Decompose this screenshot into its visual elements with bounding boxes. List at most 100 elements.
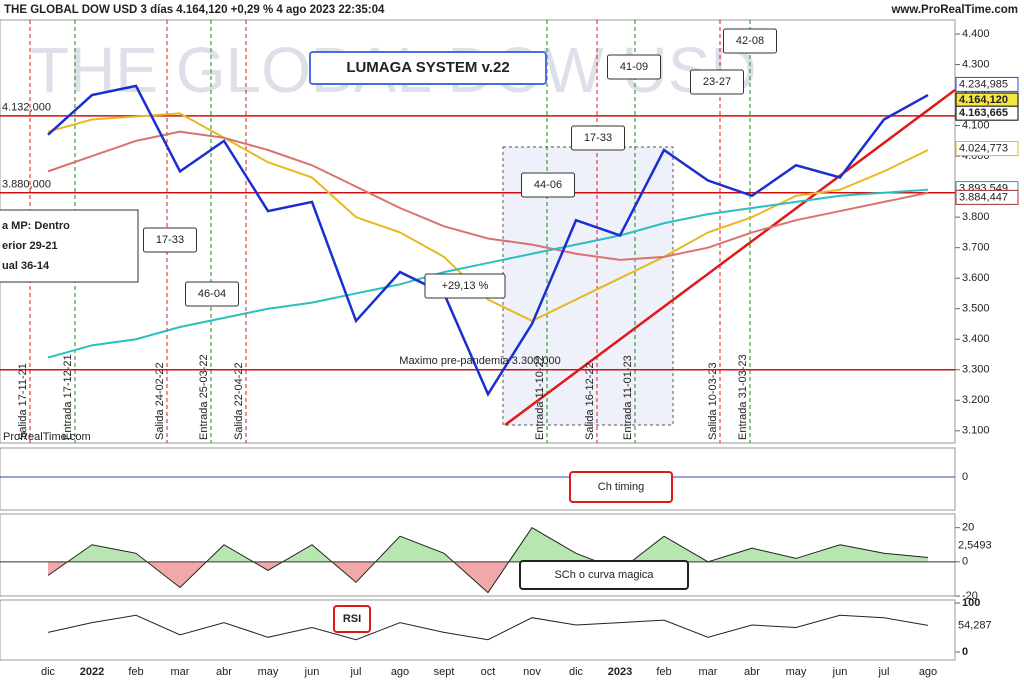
signal-label: Entrada 17-12-21 xyxy=(62,354,74,440)
x-tick-label: feb xyxy=(656,666,671,678)
sch-panel xyxy=(0,513,956,597)
price-label: 4.164,120 xyxy=(959,94,1008,106)
level-label: 3.880,000 xyxy=(2,179,51,191)
y-tick-label: 3.600 xyxy=(962,272,990,284)
annotation-box xyxy=(521,172,575,198)
last-value: 54,287 xyxy=(958,619,992,631)
x-tick-label: jun xyxy=(832,666,848,678)
x-tick-label: ago xyxy=(391,666,409,678)
x-tick-label: nov xyxy=(523,666,541,678)
info-line: a MP: Dentro xyxy=(2,220,70,232)
y-tick-label: 4.100 xyxy=(962,120,990,132)
annotation: 17-33 xyxy=(584,132,612,144)
annotation: 42-08 xyxy=(736,35,764,47)
x-tick-label: oct xyxy=(481,666,496,678)
signal-label: Salida 17-11-21 xyxy=(17,363,29,440)
price-label-box xyxy=(955,105,1019,121)
annotation-box xyxy=(690,69,744,95)
y-tick-label: 3.500 xyxy=(962,303,990,315)
x-tick-label: ago xyxy=(919,666,937,678)
y-tick-label: 0 xyxy=(962,646,968,658)
rsi-panel xyxy=(0,599,956,661)
signal-label: Salida 10-03-23 xyxy=(707,362,719,440)
ch-panel xyxy=(0,447,956,511)
area-negative xyxy=(48,561,631,593)
panel-title: RSI xyxy=(343,613,361,625)
header-site: www.ProRealTime.com xyxy=(890,4,1018,16)
panel-title-box xyxy=(569,471,673,503)
annotation-box xyxy=(607,54,661,80)
x-tick-label: may xyxy=(258,666,279,678)
info-line: erior 29-21 xyxy=(2,240,58,252)
annotation-box xyxy=(185,281,239,307)
price-label: 4.163,665 xyxy=(959,107,1008,119)
y-tick-label: 100 xyxy=(962,597,980,609)
price-label-box xyxy=(955,141,1019,157)
x-tick-label: 2022 xyxy=(80,666,104,678)
y-tick-label: 0 xyxy=(962,471,968,483)
x-tick-label: jun xyxy=(304,666,320,678)
y-tick-label: 20 xyxy=(962,522,974,534)
y-tick-label: 0 xyxy=(962,556,968,568)
info-box xyxy=(0,209,139,283)
annotation: +29,13 % xyxy=(442,280,489,292)
level-label: 4.132,000 xyxy=(2,102,51,114)
chart-title: LUMAGA SYSTEM v.22 xyxy=(346,59,509,76)
signal-label: Salida 16-12-22 xyxy=(584,362,596,440)
y-tick-label: 4.400 xyxy=(962,28,990,40)
y-tick-label: 3.100 xyxy=(962,425,990,437)
panel-title-box xyxy=(519,560,689,590)
panel-title: SCh o curva magica xyxy=(554,569,654,581)
annotation-box xyxy=(424,273,506,299)
signal-label: Entrada 25-03-22 xyxy=(198,354,210,440)
annotation: 23-27 xyxy=(703,76,731,88)
signal-label: Entrada 11-10-22 xyxy=(534,355,546,440)
annotation: 41-09 xyxy=(620,61,648,73)
info-line: ual 36-14 xyxy=(2,260,50,272)
annotation: Maximo pre-pandemia 3.300,000 xyxy=(399,355,560,367)
x-tick-label: 2023 xyxy=(608,666,632,678)
y-tick-label: 3.700 xyxy=(962,242,990,254)
annotation: 44-06 xyxy=(534,179,562,191)
last-value: 2,5493 xyxy=(958,539,992,551)
signal-label: Salida 24-02-22 xyxy=(154,362,166,440)
annotation-box xyxy=(723,28,777,54)
price-label: 4.024,773 xyxy=(959,142,1008,154)
x-tick-label: dic xyxy=(41,666,56,678)
series-line xyxy=(47,188,929,359)
price-label-box xyxy=(955,76,1019,92)
x-tick-label: feb xyxy=(128,666,143,678)
series-line xyxy=(47,84,929,397)
x-tick-label: may xyxy=(786,666,807,678)
sch-line xyxy=(47,526,929,594)
y-tick-label: 4.300 xyxy=(962,58,990,70)
signal-label: Salida 22-04-22 xyxy=(233,362,245,440)
series-line xyxy=(47,130,929,261)
x-tick-label: mar xyxy=(171,666,190,678)
annotation: 46-04 xyxy=(198,288,226,300)
series-line xyxy=(47,112,929,323)
price-label: 4.234,985 xyxy=(959,78,1008,90)
x-tick-label: mar xyxy=(699,666,718,678)
y-tick-label: 3.400 xyxy=(962,333,990,345)
x-tick-label: abr xyxy=(744,666,760,678)
x-tick-label: dic xyxy=(569,666,584,678)
signal-label: Entrada 31-03-23 xyxy=(737,354,749,440)
title-box xyxy=(309,51,547,85)
y-tick-label: 3.200 xyxy=(962,394,990,406)
y-tick-label: 3.300 xyxy=(962,364,990,376)
annotation-box xyxy=(571,125,625,151)
price-panel xyxy=(0,19,956,444)
source: ProRealTime.com xyxy=(3,431,91,443)
annotation: 17-33 xyxy=(156,234,184,246)
y-tick-label: 3.800 xyxy=(962,211,990,223)
x-tick-label: jul xyxy=(349,666,361,678)
panel-title: Ch timing xyxy=(598,481,644,493)
header-title: THE GLOBAL DOW USD 3 días 4.164,120 +0,2… xyxy=(4,4,385,16)
y-tick-label: -20 xyxy=(962,590,978,602)
panel-title-box xyxy=(333,605,371,633)
price-label-box xyxy=(955,189,1019,205)
annotation-box xyxy=(143,227,197,253)
signal-label: Entrada 11-01-23 xyxy=(622,355,634,440)
